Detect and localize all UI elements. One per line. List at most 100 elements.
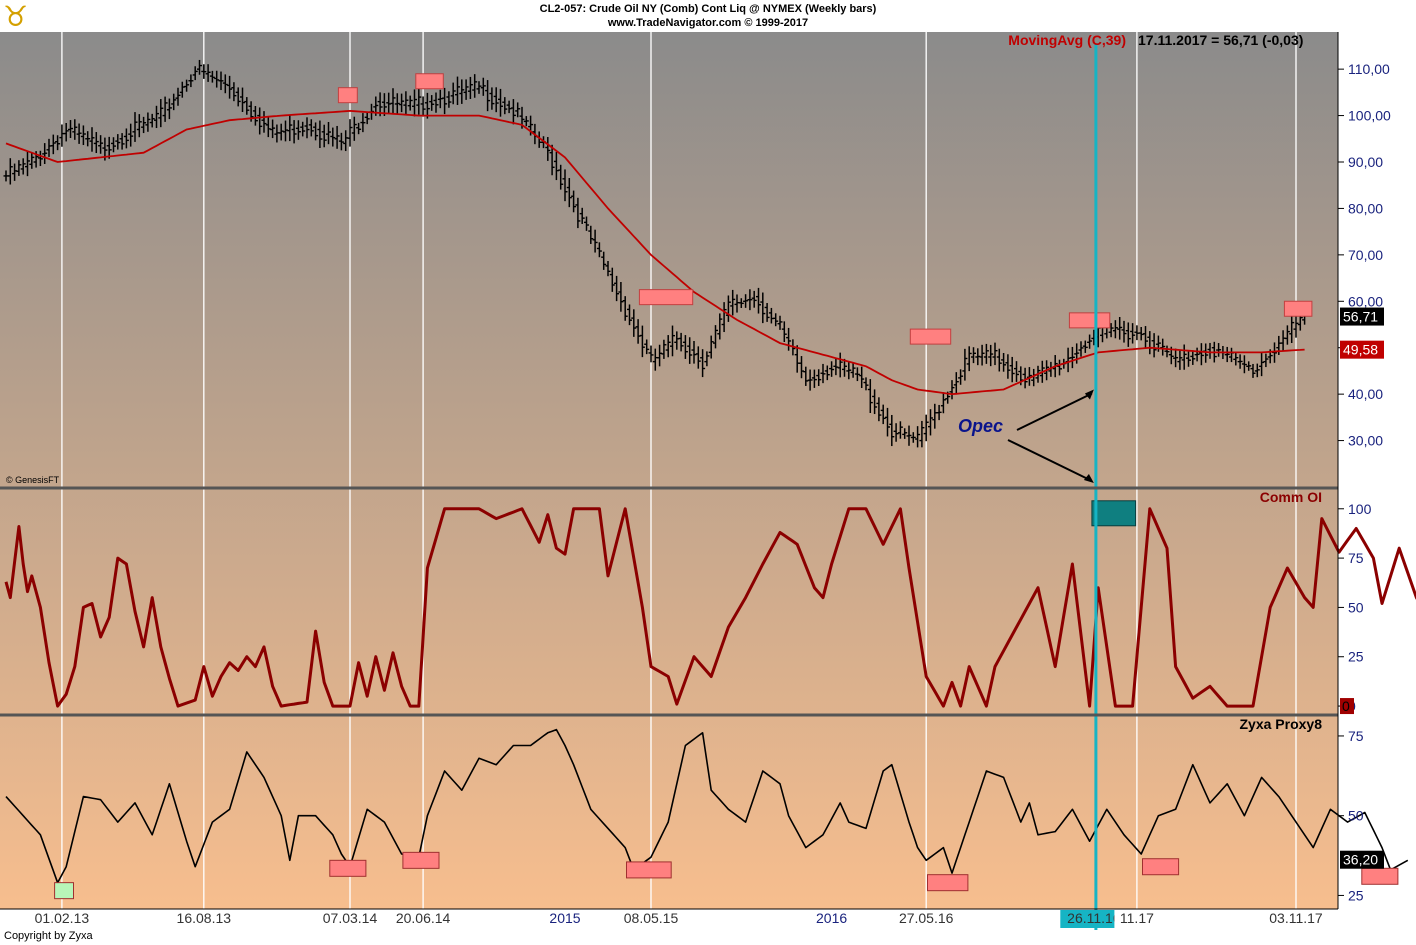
price-bar xyxy=(72,119,78,140)
price-bar xyxy=(197,59,202,75)
price-bar xyxy=(154,105,159,129)
price-bar xyxy=(1130,323,1136,344)
price-bar xyxy=(136,114,142,138)
price-bar xyxy=(708,335,714,359)
price-bar xyxy=(184,79,190,92)
price-tick-label: 100,00 xyxy=(1348,108,1391,124)
price-bar xyxy=(50,134,56,155)
price-bar xyxy=(498,88,503,117)
price-bar xyxy=(502,97,508,115)
price-bar xyxy=(218,71,224,91)
price-bar xyxy=(80,125,86,146)
copyright-text: Copyright by Zyxa xyxy=(4,930,93,942)
price-bar xyxy=(85,131,91,147)
x-tick-label: 11.17 xyxy=(1120,910,1154,926)
x-tick-label: 2015 xyxy=(549,910,580,926)
price-bar xyxy=(55,135,61,151)
price-bar xyxy=(463,79,469,100)
price-bar xyxy=(489,87,495,110)
price-bar xyxy=(588,225,594,244)
price-bar xyxy=(880,404,886,425)
price-bar xyxy=(893,423,899,442)
price-bar xyxy=(837,352,843,378)
price-bar xyxy=(622,296,628,321)
proxy-line xyxy=(5,728,1409,884)
x-label-box xyxy=(389,910,457,928)
opec-teal-marker xyxy=(1091,500,1137,527)
price-bar xyxy=(983,343,989,364)
price-bar xyxy=(416,87,422,115)
price-bar xyxy=(743,294,749,308)
price-bar xyxy=(738,298,744,308)
price-bar xyxy=(910,432,916,443)
price-bar xyxy=(1250,363,1256,378)
opec-annotation: Opec xyxy=(958,416,1003,436)
price-bar xyxy=(321,124,327,148)
price-bar xyxy=(781,321,787,342)
price-bar xyxy=(592,229,598,253)
price-bar xyxy=(1241,355,1247,374)
price-bar xyxy=(308,119,314,137)
price-bar xyxy=(334,125,340,149)
price-bar xyxy=(747,289,753,311)
price-bar xyxy=(205,64,211,82)
comm-oi-legend: Comm OI xyxy=(1260,489,1322,505)
price-bar xyxy=(347,119,353,147)
price-bar xyxy=(764,303,770,322)
price-bar xyxy=(558,164,564,190)
price-readout: 17.11.2017 = 56,71 (-0,03) xyxy=(1138,32,1303,48)
comm-last-label: 0 xyxy=(1342,698,1350,714)
x-label-box xyxy=(1060,910,1128,928)
price-bar xyxy=(949,380,955,400)
price-bar xyxy=(1224,346,1230,363)
price-bar xyxy=(141,116,147,134)
opec-arrowhead xyxy=(1083,474,1094,483)
comm-tick-label: 100 xyxy=(1348,501,1372,517)
price-bar xyxy=(872,389,878,415)
price-bar xyxy=(227,75,233,99)
x-tick-label: 16.08.13 xyxy=(177,910,232,926)
price-bar xyxy=(627,304,632,326)
price-tick-label: 80,00 xyxy=(1348,200,1383,216)
price-bar xyxy=(106,136,112,159)
price-bar xyxy=(261,111,267,133)
proxy-tick-label: 25 xyxy=(1348,887,1364,903)
price-tick-label: 40,00 xyxy=(1348,386,1383,402)
price-bar xyxy=(93,132,99,154)
x-label-box xyxy=(316,910,384,928)
price-bar xyxy=(575,197,581,229)
price-bar xyxy=(936,404,942,421)
price-bar xyxy=(1181,344,1187,370)
price-bar xyxy=(545,137,551,161)
price-bar xyxy=(313,122,319,141)
price-bar xyxy=(407,95,413,111)
price-bar xyxy=(201,64,207,79)
price-bar xyxy=(209,70,215,83)
price-bar xyxy=(1082,340,1088,353)
price-bar xyxy=(854,367,860,382)
price-bar xyxy=(1254,363,1260,378)
price-bar xyxy=(403,91,409,115)
price-tick-label: 30,00 xyxy=(1348,433,1383,449)
price-bar xyxy=(1078,341,1084,357)
price-bar xyxy=(644,339,650,355)
price-bar xyxy=(1069,346,1075,369)
price-bar xyxy=(270,119,276,139)
golden-bull-icon: ♉ xyxy=(3,0,29,33)
price-bar xyxy=(1284,325,1290,345)
comm-tick-label: 50 xyxy=(1348,599,1364,615)
price-bar xyxy=(231,82,237,102)
price-bar xyxy=(713,325,718,349)
price-bar xyxy=(670,325,675,357)
price-bar xyxy=(1108,323,1114,338)
opec-arrowhead xyxy=(1084,389,1094,400)
price-bar xyxy=(751,290,757,308)
price-bar xyxy=(996,348,1002,372)
price-bar xyxy=(1125,322,1131,347)
x-tick-label: 03.11.17 xyxy=(1269,910,1323,926)
proxy-tick-label: 50 xyxy=(1348,808,1364,824)
x-tick-label: 26.11.16 xyxy=(1067,910,1121,926)
price-bar xyxy=(725,295,731,322)
proxy-tick-label: 75 xyxy=(1348,728,1364,744)
price-bar xyxy=(304,117,310,139)
